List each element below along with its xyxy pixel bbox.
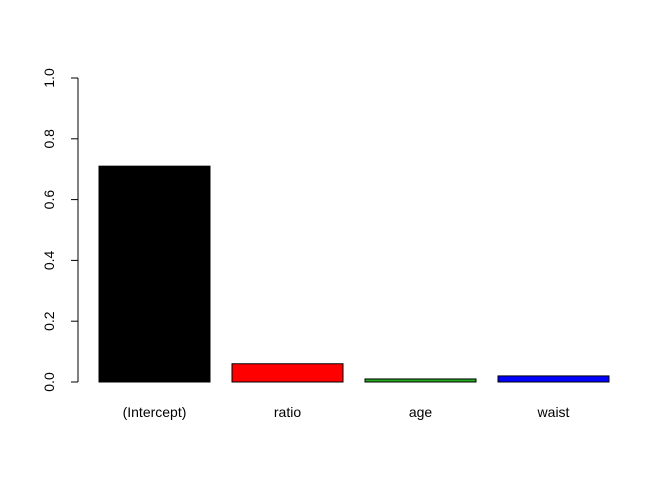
x-category-label: age [409,404,433,420]
x-category-label: waist [537,404,570,420]
bar-1 [231,363,344,383]
bar-2 [364,378,477,383]
bars [98,165,610,383]
y-axis: 0.0 0.2 0.4 0.6 0.8 1.0 [41,68,79,392]
y-tick-label: 0.6 [41,190,57,210]
x-category-label: ratio [274,404,301,420]
y-tick-label: 0.8 [41,129,57,149]
x-category-label: (Intercept) [123,404,187,420]
bar-0 [98,165,211,383]
x-axis-labels: (Intercept) ratio age waist [123,404,570,420]
y-tick-label: 0.4 [41,250,57,270]
y-tick-label: 1.0 [41,68,57,88]
y-tick-label: 0.0 [41,372,57,392]
bar-3 [497,375,610,383]
y-tick-label: 0.2 [41,311,57,331]
